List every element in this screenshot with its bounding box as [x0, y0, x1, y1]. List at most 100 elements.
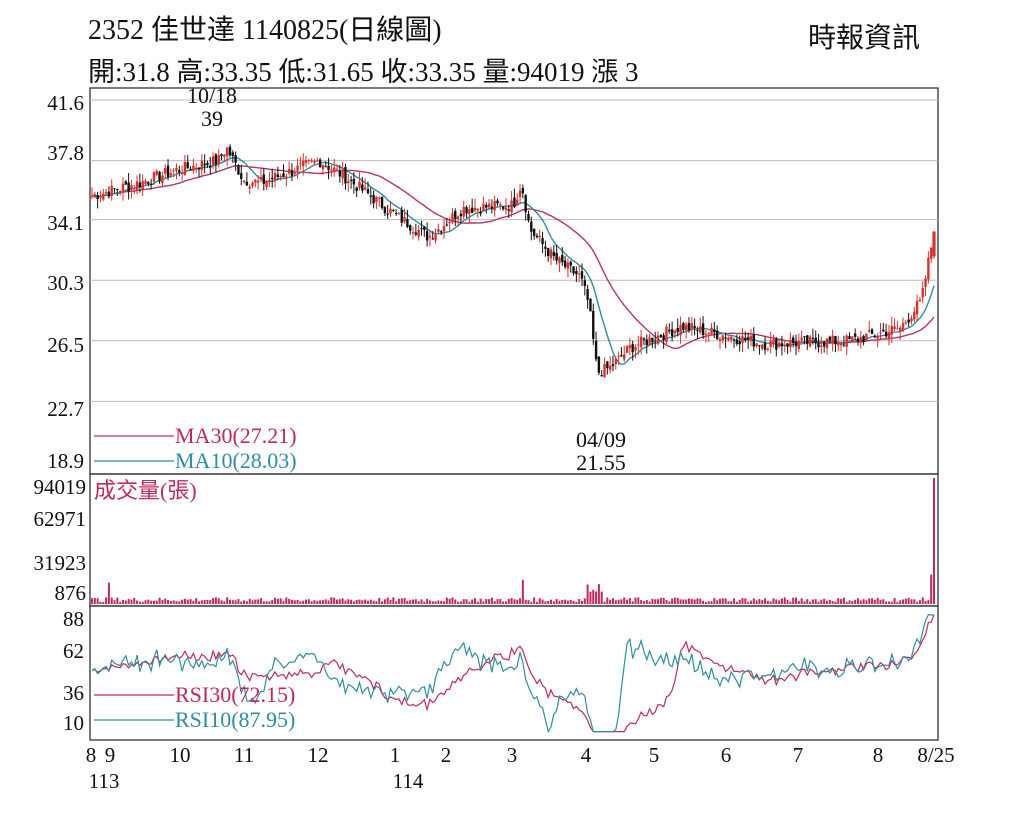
- volume-bar: [93, 597, 96, 604]
- x-tick-label: 8: [86, 743, 97, 767]
- candle: [837, 335, 840, 352]
- volume-bar: [657, 599, 660, 604]
- candle: [490, 199, 494, 214]
- volume-bar: [769, 601, 772, 604]
- candle: [606, 360, 609, 375]
- volume-bar: [823, 598, 826, 604]
- volume-bar: [733, 598, 736, 604]
- volume-bar: [209, 600, 212, 604]
- candle: [746, 332, 750, 349]
- candle: [279, 173, 282, 181]
- candle: [217, 149, 220, 168]
- candle: [180, 165, 184, 181]
- ma10-line: [91, 156, 935, 366]
- volume-bar: [578, 599, 581, 604]
- candle: [761, 343, 764, 351]
- volume-bar: [899, 600, 902, 604]
- volume-bar: [645, 600, 648, 604]
- volume-bar: [862, 599, 865, 604]
- volume-bar: [355, 599, 358, 604]
- candle: [442, 219, 446, 239]
- volume-bar: [831, 601, 834, 604]
- candle: [296, 158, 299, 179]
- volume-bar: [806, 599, 809, 604]
- candle: [763, 336, 767, 355]
- candle: [211, 152, 215, 170]
- volume-bar: [896, 601, 899, 604]
- candle: [803, 336, 806, 345]
- volume-bar: [876, 597, 879, 604]
- volume-bar: [265, 601, 268, 604]
- candle: [634, 344, 637, 359]
- candle: [707, 331, 710, 343]
- volume-bar: [226, 597, 229, 604]
- candle: [420, 220, 423, 236]
- candle: [682, 321, 685, 333]
- volume-bar: [358, 599, 361, 604]
- candle: [555, 244, 558, 265]
- candle: [831, 329, 834, 352]
- volume-bar: [817, 601, 820, 604]
- candle: [665, 323, 668, 345]
- candle: [445, 217, 449, 227]
- candle: [882, 323, 885, 332]
- candle: [186, 155, 189, 169]
- volume-bar: [538, 598, 541, 604]
- candle: [473, 198, 477, 213]
- candle: [628, 337, 632, 356]
- volume-bar: [152, 600, 155, 604]
- candle: [789, 332, 792, 353]
- candle: [194, 163, 198, 173]
- volume-bar: [99, 601, 102, 604]
- candle: [245, 172, 249, 186]
- volume-bar: [127, 598, 130, 604]
- candle: [470, 198, 474, 214]
- candle: [820, 336, 823, 354]
- volume-bar: [310, 601, 313, 604]
- candle: [507, 204, 510, 218]
- ma30-legend-label: MA30(27.21): [175, 423, 297, 448]
- rsi-tick-label: 36: [63, 681, 84, 705]
- candle: [535, 233, 539, 239]
- volume-bar: [580, 600, 583, 604]
- candle: [113, 188, 116, 194]
- volume-bar: [186, 599, 189, 604]
- candle: [206, 160, 209, 168]
- candle: [589, 298, 592, 312]
- candle: [639, 329, 643, 355]
- candle: [487, 199, 491, 210]
- volume-bar: [426, 598, 429, 604]
- candle: [456, 215, 460, 227]
- candle: [237, 164, 240, 175]
- candle: [516, 193, 519, 207]
- volume-bar: [555, 599, 558, 604]
- volume-bar: [147, 599, 150, 604]
- volume-bar: [764, 598, 767, 604]
- candle: [586, 284, 589, 309]
- volume-bar: [552, 601, 555, 604]
- volume-bar: [871, 598, 874, 604]
- candle: [651, 337, 654, 349]
- volume-panel-label: 成交量(張): [94, 478, 197, 503]
- candle: [242, 180, 246, 184]
- volume-bar: [603, 601, 606, 604]
- volume-bar: [811, 599, 814, 604]
- candle: [394, 209, 398, 217]
- candle: [417, 225, 420, 241]
- candle: [530, 216, 533, 241]
- volume-bar: [473, 598, 476, 604]
- candle: [451, 207, 454, 225]
- volume-bar: [676, 597, 679, 604]
- candle: [158, 170, 161, 184]
- volume-bar: [485, 599, 488, 604]
- x-tick-label: 10: [170, 743, 191, 767]
- volume-bar: [223, 601, 226, 604]
- candle: [648, 333, 651, 347]
- x-tick-label: 6: [721, 743, 732, 767]
- volume-bar: [319, 600, 322, 604]
- low-date-annotation: 04/09: [576, 427, 626, 452]
- candle: [107, 186, 111, 199]
- volume-bar: [800, 598, 803, 604]
- volume-bar: [749, 600, 752, 604]
- candle: [814, 330, 817, 350]
